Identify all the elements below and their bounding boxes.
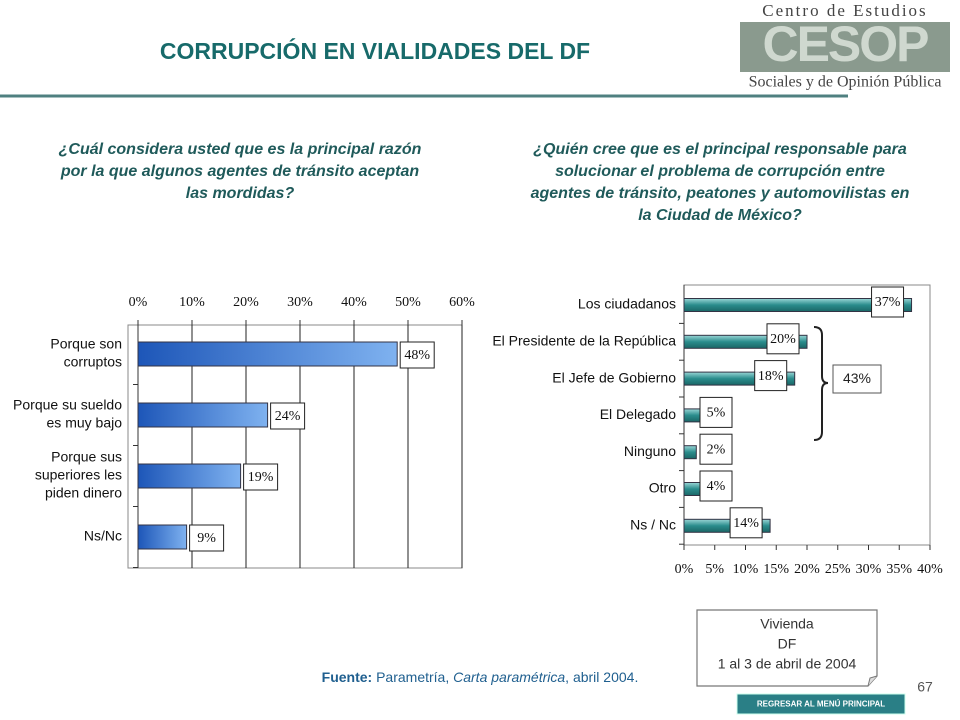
logo-bottom: Sociales y de Opinión Pública: [749, 74, 942, 91]
chart-question: ¿Quién cree que es el principal responsa…: [533, 141, 907, 158]
x-tick-label: 20%: [233, 295, 259, 310]
chart-question: agentes de tránsito, peatones y automovi…: [531, 185, 910, 202]
chart-question: la Ciudad de México?: [638, 207, 802, 224]
value-label-box: [699, 470, 733, 502]
x-tick-label: 10%: [733, 562, 759, 577]
note-box: [696, 609, 878, 687]
chart-question: ¿Cuál considera usted que es la principa…: [59, 141, 422, 158]
x-tick-label: 30%: [856, 562, 882, 577]
x-tick-label: 10%: [179, 295, 205, 310]
value-label-box: [729, 507, 763, 539]
value-label-box: [699, 433, 733, 465]
logo-band: [740, 22, 950, 72]
logo-mark: CESOP: [762, 16, 928, 72]
y-tick-label: Ninguno: [624, 443, 676, 459]
slide-title: CORRUPCIÓN EN VIALIDADES DEL DF: [160, 37, 590, 64]
x-tick-label: 30%: [287, 295, 313, 310]
x-tick-label: 20%: [794, 562, 820, 577]
y-tick-label: Ns/Nc: [84, 528, 122, 544]
value-label: 20%: [770, 332, 796, 347]
y-tick-label: Porque son: [50, 336, 122, 352]
annotation: 43%: [843, 370, 871, 386]
bar: [137, 524, 188, 550]
logo: Centro de Estudios CESOP Sociales y de O…: [740, 1, 950, 91]
x-tick-label: 0%: [129, 295, 148, 310]
button-label[interactable]: REGRESAR AL MENÚ PRINCIPAL: [757, 700, 885, 709]
y-tick-label: Ns / Nc: [630, 517, 676, 533]
x-tick-label: 35%: [886, 562, 912, 577]
button-bg[interactable]: [736, 693, 906, 715]
value-label-box: [699, 396, 733, 428]
value-label: 19%: [248, 470, 274, 485]
y-tick-label: El Jefe de Gobierno: [552, 369, 676, 385]
y-tick-label: Porque su sueldo: [13, 397, 122, 413]
value-label-box: [871, 286, 905, 318]
x-tick-label: 60%: [449, 295, 475, 310]
brace: [813, 326, 829, 441]
y-tick-label: Los ciudadanos: [578, 296, 676, 312]
value-label: 9%: [197, 531, 216, 546]
bar: [137, 341, 398, 367]
value-label: 14%: [733, 516, 759, 531]
x-tick-label: 40%: [917, 562, 943, 577]
bar: [683, 298, 913, 312]
y-tick-label: El Delegado: [600, 406, 676, 422]
value-label: 5%: [707, 406, 726, 421]
x-tick-label: 25%: [825, 562, 851, 577]
x-tick-label: 5%: [705, 562, 724, 577]
bar: [137, 402, 269, 428]
x-tick-label: 50%: [395, 295, 421, 310]
y-tick-label: superiores les: [35, 467, 122, 483]
value-label: 48%: [404, 348, 430, 363]
x-tick-label: 15%: [763, 562, 789, 577]
note-line: DF: [778, 636, 797, 652]
x-tick-label: 0%: [675, 562, 694, 577]
chart-question: solucionar el problema de corrupción ent…: [555, 163, 885, 180]
value-label: 37%: [875, 295, 901, 310]
note-fold: [867, 675, 878, 687]
value-label-box: [189, 524, 225, 552]
value-label: 4%: [707, 479, 726, 494]
y-tick-label: El Presidente de la República: [492, 333, 676, 349]
bar: [137, 463, 242, 489]
value-label-box: [243, 463, 279, 491]
value-label-box: [766, 323, 800, 355]
note-line: 1 al 3 de abril de 2004: [718, 656, 857, 672]
value-label-box: [754, 360, 788, 392]
bar: [683, 445, 697, 460]
chart-question: las mordidas?: [186, 185, 295, 202]
x-tick-label: 40%: [341, 295, 367, 310]
annotation-box: [832, 364, 882, 394]
source-part: Parametría,: [372, 669, 453, 685]
y-tick-label: Otro: [649, 480, 676, 496]
value-label-box: [270, 402, 306, 430]
note-line: Vivienda: [760, 616, 814, 632]
source: Fuente: Parametría, Carta paramétrica, a…: [322, 669, 639, 685]
y-tick-label: es muy bajo: [47, 415, 123, 431]
source-part: , abril 2004.: [565, 669, 638, 685]
source-part: Fuente:: [322, 669, 373, 685]
logo-top: Centro de Estudios: [762, 1, 927, 20]
value-label: 18%: [758, 369, 784, 384]
menu-button[interactable]: REGRESAR AL MENÚ PRINCIPAL: [736, 693, 906, 715]
source-part: Carta paramétrica: [453, 669, 565, 685]
chart-question: por la que algunos agentes de tránsito a…: [60, 163, 420, 180]
value-label: 24%: [275, 409, 301, 424]
value-label: 2%: [707, 442, 726, 457]
page-number: 67: [917, 679, 933, 695]
y-tick-label: piden dinero: [45, 485, 122, 501]
value-label-box: [399, 341, 435, 369]
y-tick-label: corruptos: [64, 354, 122, 370]
y-tick-label: Porque sus: [51, 449, 122, 465]
